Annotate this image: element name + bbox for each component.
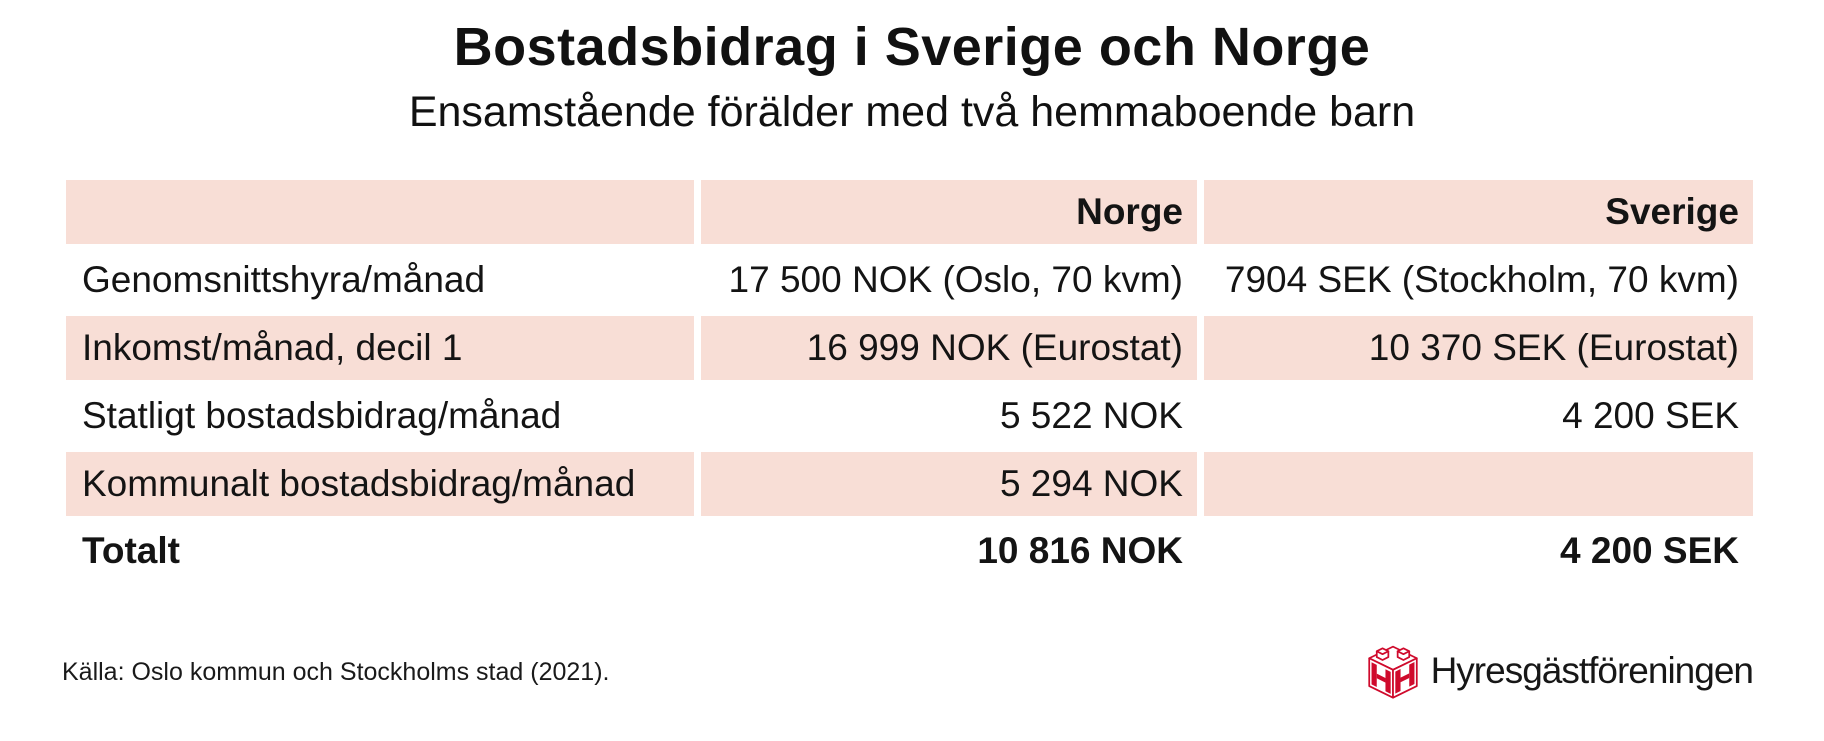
row-value-genomsnittshyra-sverige: 7904 SEK (Stockholm, 70 kvm) <box>1224 259 1739 300</box>
comparison-table: Norge Sverige Genomsnittshyra/månad 17 5… <box>66 180 1753 586</box>
table-header-norge: Norge <box>701 180 1197 244</box>
row-value-inkomst-sverige: 10 370 SEK (Eurostat) <box>1204 316 1753 380</box>
page-subtitle: Ensamstående förälder med två hemmaboend… <box>408 88 1416 136</box>
hyresgastforeningen-blocks-icon <box>1367 645 1418 699</box>
row-value-totalt-sverige: 4 200 SEK <box>1560 530 1739 571</box>
row-label-kommunalt: Kommunalt bostadsbidrag/månad <box>66 452 694 516</box>
row-value-statligt-norge: 5 522 NOK <box>999 395 1183 436</box>
row-label-inkomst: Inkomst/månad, decil 1 <box>66 316 694 380</box>
table-header-empty <box>66 180 694 244</box>
logo-text: Hyresgästföreningen <box>1430 650 1754 691</box>
hyresgastforeningen-logo: Hyresgästföreningen <box>1364 642 1754 700</box>
row-value-inkomst-norge: 16 999 NOK (Eurostat) <box>701 316 1197 380</box>
source-note: Källa: Oslo kommun och Stockholms stad (… <box>62 658 610 686</box>
row-label-totalt: Totalt <box>82 530 180 571</box>
row-label-statligt: Statligt bostadsbidrag/månad <box>82 395 562 436</box>
row-value-genomsnittshyra-norge: 17 500 NOK (Oslo, 70 kvm) <box>728 259 1183 300</box>
row-label-genomsnittshyra: Genomsnittshyra/månad <box>82 259 486 300</box>
table-header-sverige: Sverige <box>1204 180 1753 244</box>
page-title: Bostadsbidrag i Sverige och Norge <box>453 17 1371 77</box>
row-value-totalt-norge: 10 816 NOK <box>977 530 1183 571</box>
row-value-kommunalt-sverige <box>1204 452 1753 516</box>
row-value-statligt-sverige: 4 200 SEK <box>1562 395 1739 436</box>
row-value-kommunalt-norge: 5 294 NOK <box>701 452 1197 516</box>
